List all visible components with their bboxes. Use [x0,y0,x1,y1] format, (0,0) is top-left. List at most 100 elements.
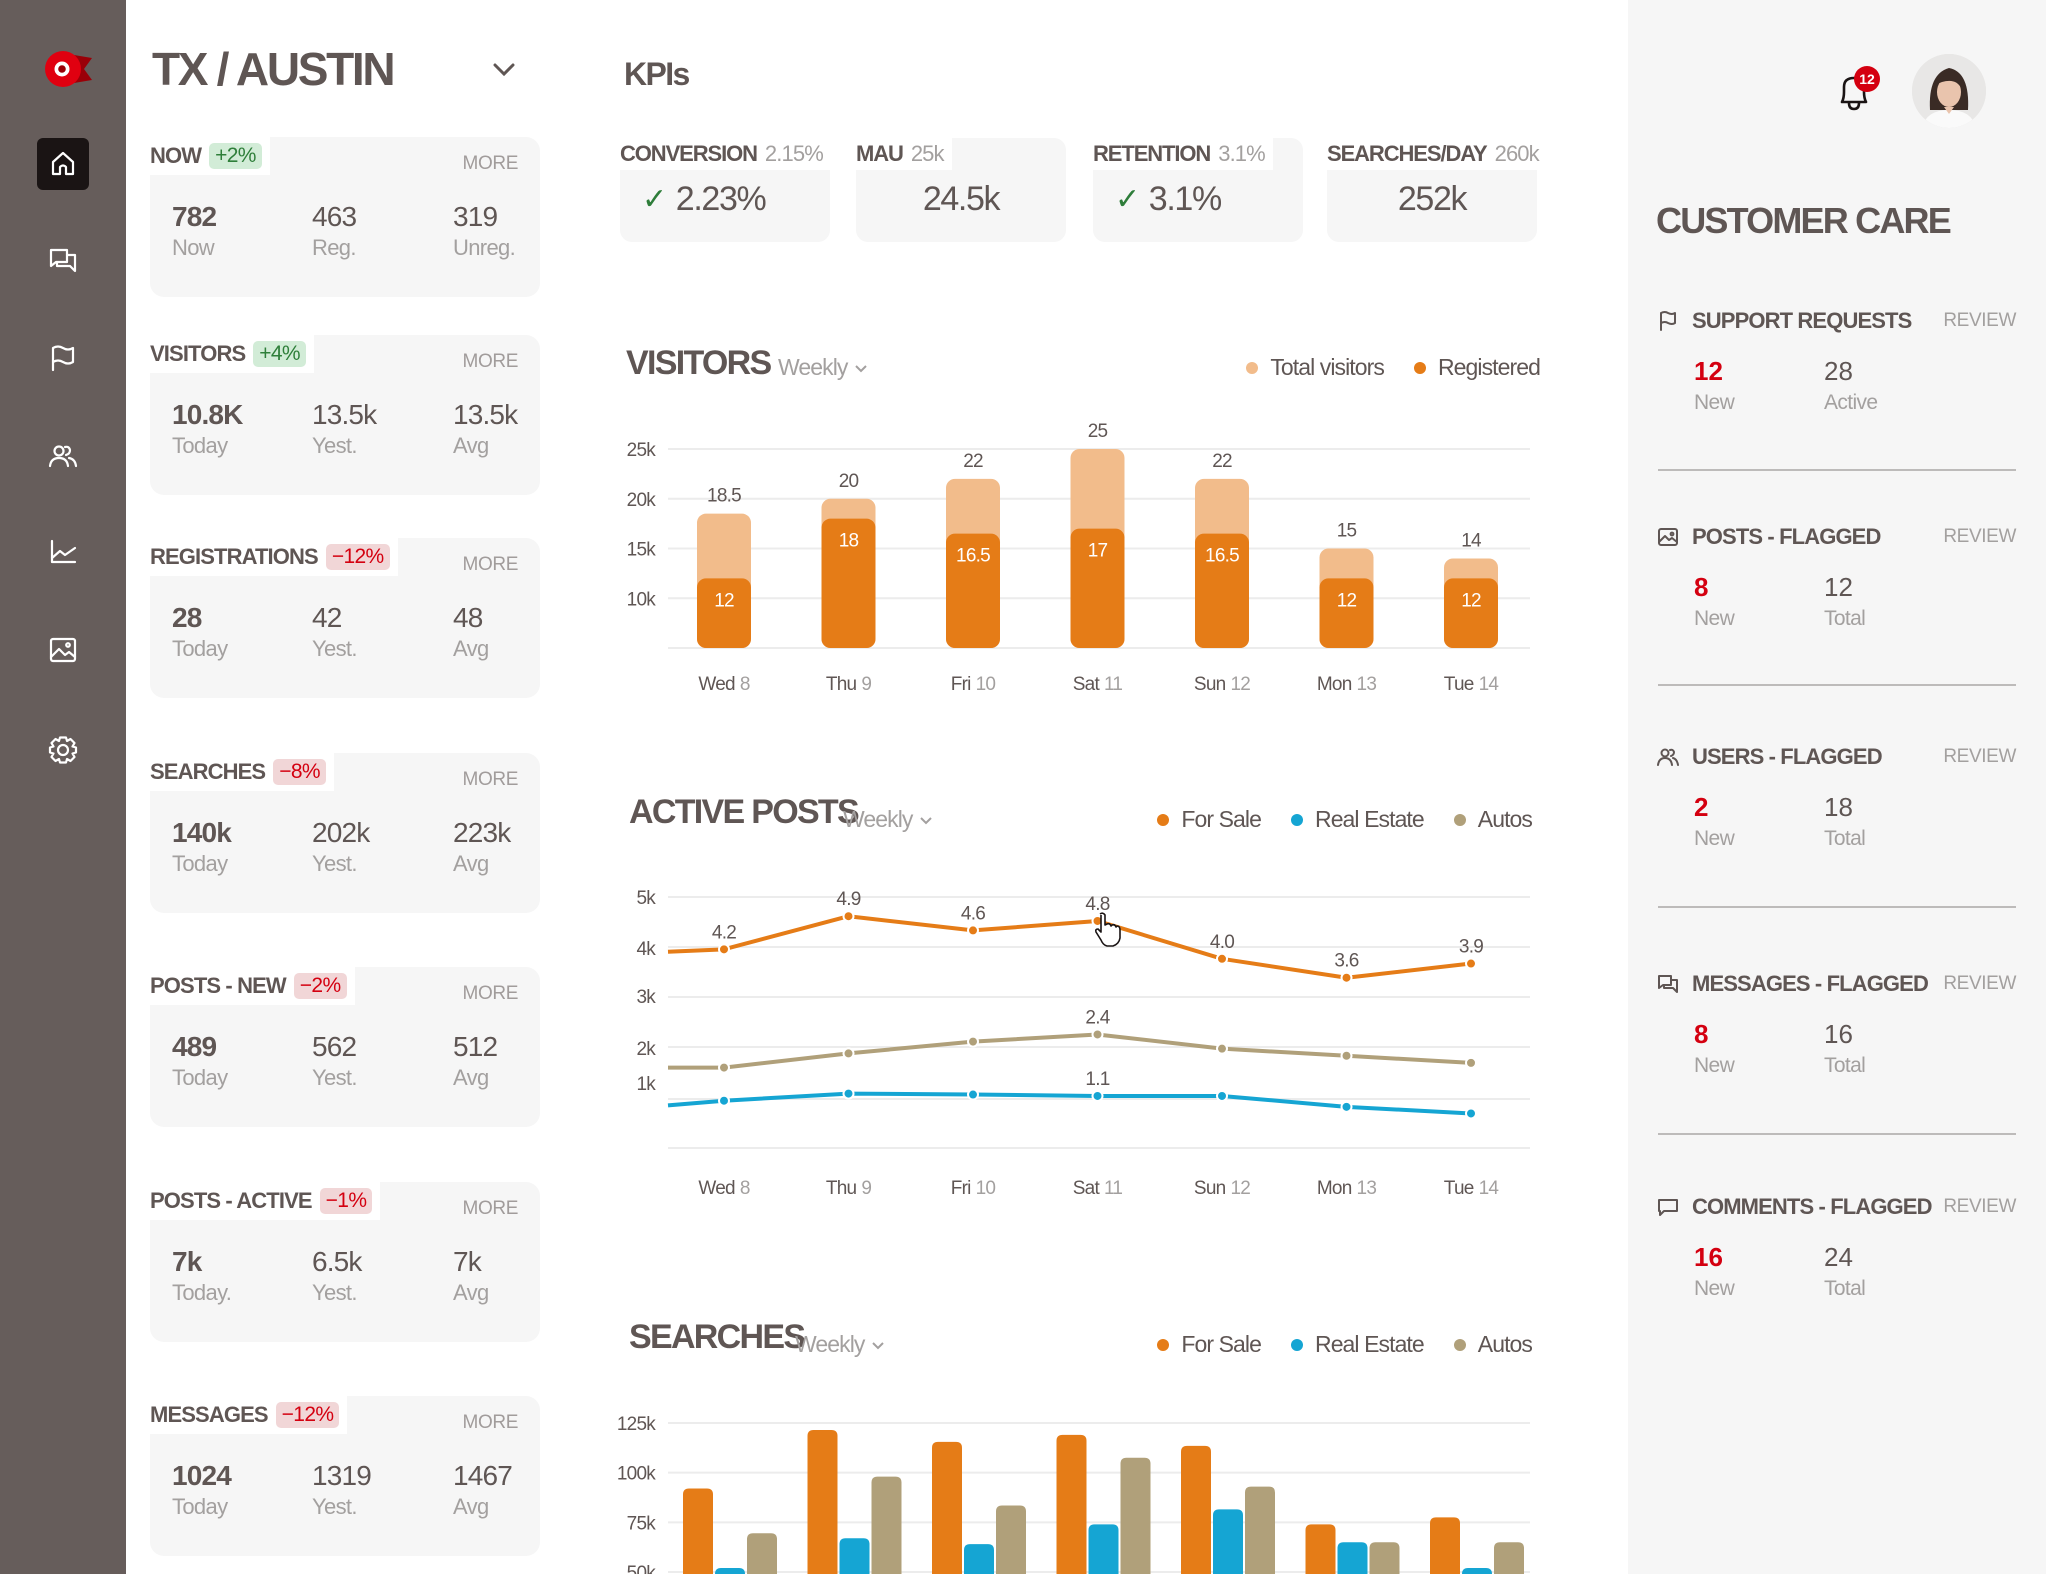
more-link[interactable]: MORE [462,769,519,790]
cc-new[interactable]: 12 New [1694,356,1735,415]
stat-label: Today [172,1065,228,1090]
customer-care-title: CUSTOMER CARE [1656,200,1952,241]
cc-section-header: COMMENTS - FLAGGED REVIEW [1656,1190,2016,1224]
kpi-card-mau[interactable]: MAU 25k 24.5k [856,138,1066,242]
sidebar-item-users[interactable] [37,430,89,482]
legend-item-autos[interactable]: Autos [1453,806,1533,833]
stat-card-now: NOW +2% MORE 782 Now 463 Reg. 319 Unreg. [150,137,540,297]
cc-section-header: SUPPORT REQUESTS REVIEW [1656,304,2016,338]
stat-label: Today [172,636,228,661]
sidebar-item-home[interactable] [37,138,89,190]
cc-values: 16 New 24 Total [1656,1224,2016,1314]
cc-section-support-requests: SUPPORT REQUESTS REVIEW 12 New 28 Active [1656,304,2016,428]
legend-item-real-estate[interactable]: Real Estate [1291,806,1425,833]
stat-value: 202k [312,817,370,848]
legend-item-for-sale[interactable]: For Sale [1157,1331,1262,1358]
comment-icon [1658,1199,1678,1216]
legend-item-autos[interactable]: Autos [1453,1331,1533,1358]
sidebar-item-settings[interactable] [37,724,89,776]
stat-card-header: VISITORS +4% [150,335,314,373]
kpi-value-row: 252k [1327,180,1537,219]
cc-section-header: USERS - FLAGGED REVIEW [1656,740,2016,774]
cc-other[interactable]: 24 Total [1824,1242,1866,1301]
more-link[interactable]: MORE [462,1198,519,1219]
legend-dot [1291,1338,1303,1351]
bar-registered [1070,528,1125,648]
visitors-period-select[interactable]: Weekly [778,354,869,381]
stat-label: Reg. [312,235,357,260]
searches-period-select[interactable]: Weekly [795,1331,886,1358]
kpi-value: 24.5k [922,180,1001,218]
legend-item-total-visitors[interactable]: Total visitors [1246,354,1385,381]
legend-item-real-estate[interactable]: Real Estate [1291,1331,1425,1358]
stat-card-header: NOW +2% [150,137,270,175]
chevron-down-icon[interactable] [486,52,522,88]
more-link[interactable]: MORE [462,153,519,174]
sidebar-item-analytics[interactable] [37,526,89,578]
stat-yesterday: 42 Yest. [312,602,357,662]
cc-new[interactable]: 8 New [1694,1019,1735,1078]
review-link[interactable]: REVIEW [1943,746,2016,767]
stat-label: Avg [453,851,489,876]
x-tick-date: 13 [1357,674,1377,695]
stat-value: 6.5k [312,1246,362,1277]
stat-card-visitors: VISITORS +4% MORE 10.8K Today 13.5k Yest. … [150,335,540,495]
cc-other[interactable]: 12 Total [1824,572,1866,631]
stat-value: 489 [172,1031,217,1062]
bar-registered [1195,533,1249,648]
sidebar-item-posts[interactable] [37,624,89,676]
cc-other[interactable]: 18 Total [1824,792,1866,851]
stat-yesterday: 562 Yest. [312,1031,357,1091]
stat-yesterday: 463 Reg. [312,201,357,261]
review-link[interactable]: REVIEW [1943,1196,2016,1217]
flag-icon [51,345,75,372]
data-label-registered: 12 [1337,590,1357,611]
review-link[interactable]: REVIEW [1943,526,2016,547]
cc-other[interactable]: 28 Active [1824,356,1878,415]
stat-value: 140k [172,817,232,848]
chart-icon [50,539,77,564]
stat-value: 1319 [312,1460,372,1491]
more-link[interactable]: MORE [462,983,519,1004]
sidebar-item-messages[interactable] [37,234,89,286]
cc-other-label: Total [1824,827,1866,850]
stat-card-searches: SEARCHES −8% MORE 140k Today 202k Yest. 22… [150,753,540,913]
more-link[interactable]: MORE [462,554,519,575]
x-tick-date: 8 [740,674,750,695]
region-title[interactable]: TX / AUSTIN [152,43,396,95]
cc-other-value: 28 [1824,356,1853,386]
stat-label: Today [172,851,228,876]
stat-label: Yest. [312,1065,357,1090]
cc-new[interactable]: 16 New [1694,1242,1735,1301]
stat-card-label: SEARCHES [150,759,266,784]
stat-label: Avg [453,636,489,661]
kpi-card-searches-day[interactable]: SEARCHES/DAY 260k 252k [1327,138,1547,242]
kpi-name: RETENTION [1093,141,1211,166]
cc-other-value: 16 [1824,1019,1853,1049]
cc-divider [1658,1133,2016,1135]
kpi-card-retention[interactable]: RETENTION 3.1% ✓ 3.1% [1093,138,1303,242]
user-avatar[interactable] [1912,54,1986,128]
review-link[interactable]: REVIEW [1943,973,2016,994]
more-link[interactable]: MORE [462,351,519,372]
active-posts-period-select[interactable]: Weekly [843,806,934,833]
legend-item-for-sale[interactable]: For Sale [1157,806,1262,833]
data-label-total: 25 [1088,421,1108,442]
sidebar-item-flags[interactable] [37,332,89,384]
cc-other[interactable]: 16 Total [1824,1019,1866,1078]
cc-new-value: 12 [1694,356,1723,386]
customer-care-panel [1628,0,2046,1574]
cc-new[interactable]: 2 New [1694,792,1735,851]
kpis-title: KPIs [624,56,690,92]
trend-badge: −8% [273,759,326,785]
review-link[interactable]: REVIEW [1943,310,2016,331]
stat-label: Avg [453,1065,489,1090]
trend-badge: −2% [293,973,347,999]
flag-icon [1660,311,1676,331]
cc-new[interactable]: 8 New [1694,572,1735,631]
more-link[interactable]: MORE [462,1412,519,1433]
legend-item-registered[interactable]: Registered [1413,354,1541,381]
kpi-card-conversion[interactable]: CONVERSION 2.15% ✓ 2.23% [620,138,831,242]
brand-logo[interactable] [42,48,94,90]
